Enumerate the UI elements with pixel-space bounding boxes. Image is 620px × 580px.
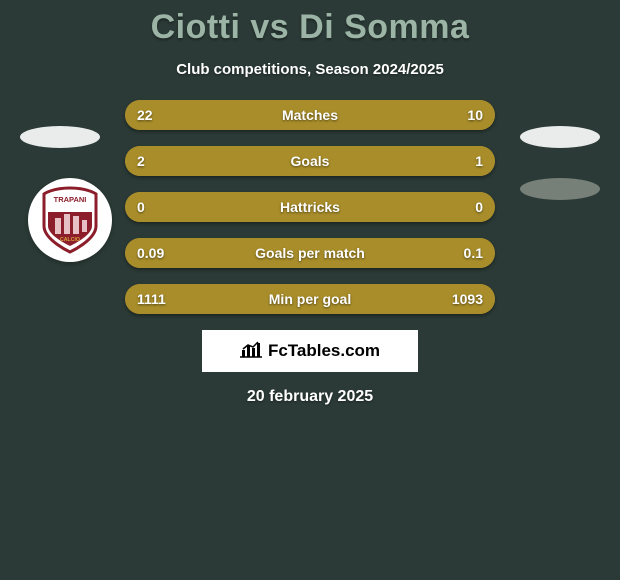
page-title: Ciotti vs Di Somma [0,0,620,47]
badge-top-text: TRAPANI [54,195,87,204]
stat-left-value: 1111 [137,291,166,307]
stats-container: 22 10 Matches 2 1 Goals 0 0 Hattricks 0.09 0.1 Goal… [125,100,495,314]
stat-right-value: 1093 [452,291,483,307]
stat-row: 0.09 0.1 Goals per match [125,238,495,268]
stat-label: Goals per match [255,245,365,261]
stat-label: Hattricks [280,199,340,215]
page-subtitle: Club competitions, Season 2024/2025 [0,47,620,78]
stat-label: Matches [282,107,338,123]
stat-left-fill [125,146,372,176]
stat-left-fill [125,100,379,130]
badge-bottom-text: CALCIO [60,237,80,243]
decoration-ellipse-right-top [520,126,600,148]
decoration-ellipse-right-mid [520,178,600,200]
stat-left-value: 0.09 [137,245,164,261]
date-label: 20 february 2025 [0,372,620,406]
stat-left-value: 2 [137,153,145,169]
stat-row: 2 1 Goals [125,146,495,176]
stat-row: 1111 1093 Min per goal [125,284,495,314]
brand-chart-icon [240,340,262,363]
team-badge-left: TRAPANI CALCIO [28,178,112,262]
brand-box[interactable]: FcTables.com [202,330,418,372]
stat-label: Goals [291,153,330,169]
stat-right-value: 0 [475,199,483,215]
stat-left-value: 0 [137,199,145,215]
stat-left-value: 22 [137,107,153,123]
stat-right-value: 10 [467,107,483,123]
stat-row: 0 0 Hattricks [125,192,495,222]
decoration-ellipse-left-top [20,126,100,148]
stat-row: 22 10 Matches [125,100,495,130]
stat-label: Min per goal [269,291,351,307]
stat-right-value: 1 [475,153,483,169]
stat-right-value: 0.1 [464,245,483,261]
brand-text: FcTables.com [268,341,380,361]
team-badge-shield: TRAPANI CALCIO [40,186,100,254]
